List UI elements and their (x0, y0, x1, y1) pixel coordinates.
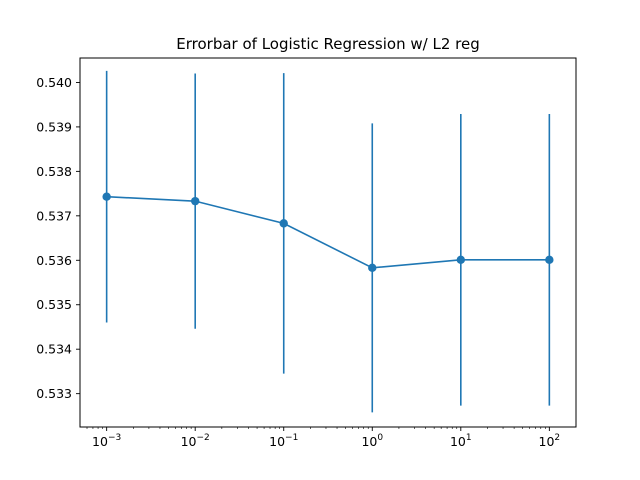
data-point (102, 192, 111, 201)
y-tick-label: 0.537 (36, 208, 72, 223)
y-tick-label: 0.534 (36, 342, 72, 357)
data-point (545, 255, 554, 265)
y-tick-label: 0.540 (36, 75, 72, 90)
data-point (190, 196, 200, 206)
x-tick-label: 100 (361, 433, 383, 449)
y-tick-label: 0.535 (36, 297, 72, 312)
chart-title: Errorbar of Logistic Regression w/ L2 re… (176, 35, 479, 53)
data-point (368, 263, 377, 273)
axes: 10−3 10−2 10−1 100 101 102 0.533 0.534 0.535 0.53… (36, 57, 577, 449)
y-tick-label: 0.536 (36, 253, 72, 268)
x-tick-label: 10−3 (92, 433, 121, 449)
x-tick-label: 10−1 (269, 433, 298, 449)
plot-area (102, 70, 554, 413)
y-tick-label: 0.533 (36, 386, 72, 401)
data-point (279, 219, 288, 228)
y-tick-label: 0.538 (36, 164, 72, 179)
x-tick-label: 10−2 (181, 433, 210, 449)
x-tick-label: 101 (450, 433, 472, 449)
plot-frame (79, 57, 577, 428)
series-line (106, 195, 550, 269)
x-tick-label: 102 (539, 433, 561, 449)
y-tick-label: 0.539 (36, 119, 72, 134)
data-point (456, 255, 466, 265)
